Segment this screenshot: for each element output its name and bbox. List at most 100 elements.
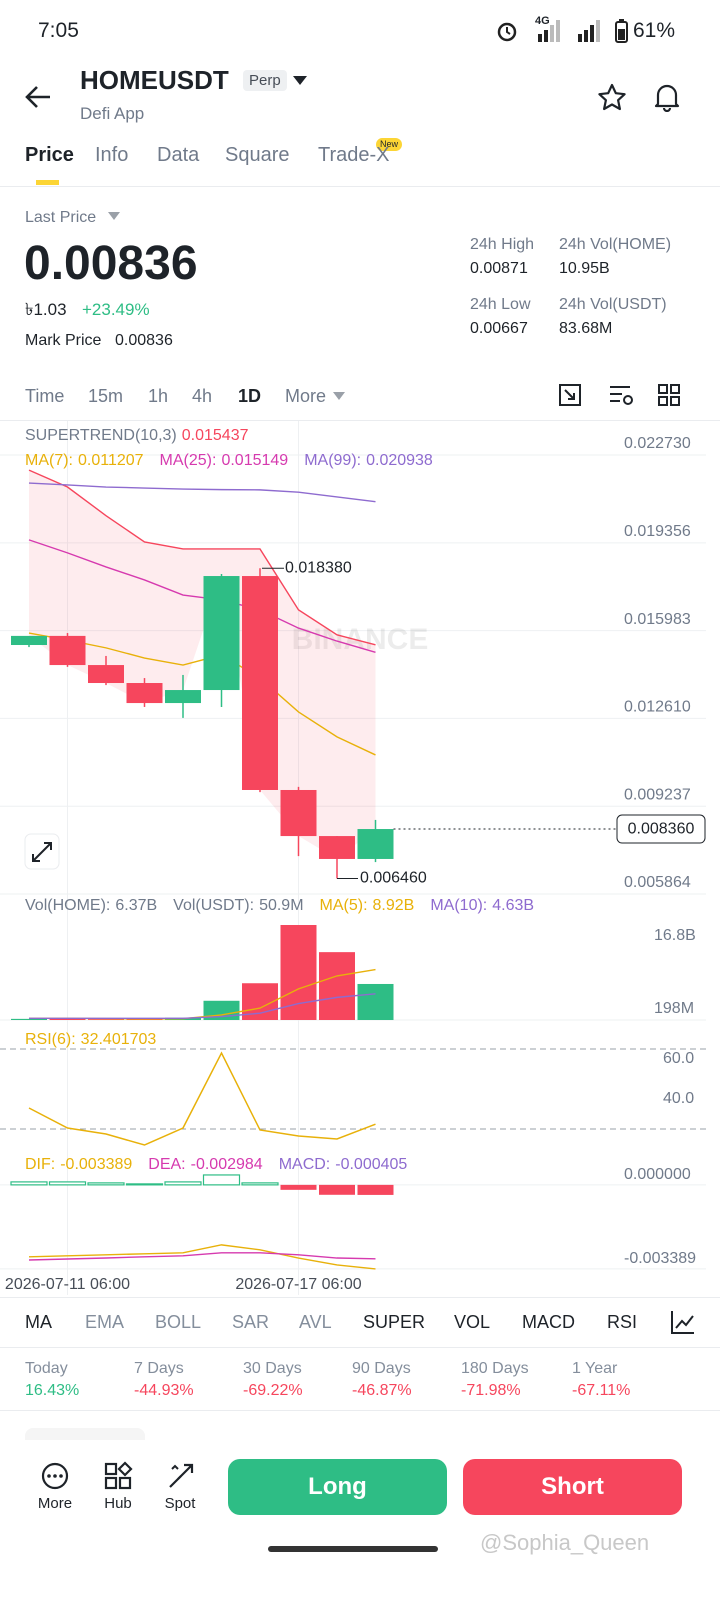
x-tick-label: 2026-07-11 06:00 xyxy=(5,1276,130,1293)
last-price-dropdown[interactable] xyxy=(108,212,120,221)
period-change: -46.87% xyxy=(352,1382,412,1399)
y-tick-label: 0.012610 xyxy=(624,699,691,716)
new-badge: New xyxy=(376,138,403,151)
battery-icon xyxy=(615,19,628,43)
last-price: 0.00836 xyxy=(24,237,198,290)
y-tick-label: 40.0 xyxy=(663,1090,694,1107)
period-change: 16.43% xyxy=(25,1382,80,1399)
macd-bar xyxy=(48,1181,87,1186)
max-label: 0.018380 xyxy=(285,559,352,576)
indicator-tab[interactable]: VOL xyxy=(454,1312,491,1332)
timeframe[interactable]: 4h xyxy=(192,386,213,406)
period-change: -67.11% xyxy=(572,1382,631,1399)
more-icon[interactable] xyxy=(40,1461,70,1491)
indicator-tab[interactable]: SAR xyxy=(232,1312,270,1332)
tab[interactable]: Trade-X xyxy=(318,144,390,166)
chart-tools[interactable] xyxy=(558,383,686,409)
home-indicator xyxy=(268,1546,438,1552)
nav-label[interactable]: More xyxy=(37,1495,73,1512)
divider xyxy=(0,1410,720,1411)
legend-text: 0.020938 xyxy=(366,452,433,469)
stat-label: 24h Vol(USDT) xyxy=(559,296,667,313)
nav-label[interactable]: Spot xyxy=(164,1495,196,1512)
legend-text: MA(25): xyxy=(160,452,217,469)
nav-label[interactable]: Hub xyxy=(104,1495,132,1512)
more-dropdown[interactable] xyxy=(333,392,345,401)
indicator-tab[interactable]: BOLL xyxy=(155,1312,202,1332)
tab[interactable]: Price xyxy=(25,144,74,166)
macd-bar xyxy=(10,1181,48,1186)
battery-level: 61% xyxy=(633,19,676,42)
favorite-button[interactable] xyxy=(597,83,627,111)
period-change: -71.98% xyxy=(461,1382,521,1399)
indicator-tab[interactable]: RSI xyxy=(607,1312,638,1332)
stat-value: 0.00871 xyxy=(470,260,528,277)
last-price-label: Last Price xyxy=(25,209,97,226)
timeframe[interactable]: 15m xyxy=(88,386,124,406)
stat-label: 24h Vol(HOME) xyxy=(559,236,672,253)
legend-text: SUPERTREND(10,3) xyxy=(25,427,177,444)
timeframe[interactable]: 1h xyxy=(148,386,169,406)
legend-text: Vol(HOME): xyxy=(25,897,110,914)
volume-bar xyxy=(280,925,317,1020)
period-change: -44.93% xyxy=(134,1382,194,1399)
stat-value: 83.68M xyxy=(559,320,613,337)
candle-body xyxy=(357,829,394,859)
candle-body xyxy=(165,690,201,704)
macd-bar xyxy=(87,1182,125,1186)
y-tick-label: 60.0 xyxy=(663,1050,694,1067)
volume-bar xyxy=(49,1018,86,1020)
symbol[interactable]: HOMEUSDT xyxy=(80,65,229,95)
legend-text: MA(5): xyxy=(320,897,368,914)
candle-body xyxy=(126,683,163,704)
divider xyxy=(0,420,720,421)
ma-line xyxy=(28,539,376,653)
last-price-box xyxy=(616,814,706,844)
period-label: 30 Days xyxy=(243,1360,302,1377)
candle-body xyxy=(88,665,124,684)
macd-bar xyxy=(202,1174,241,1186)
legend-text: MACD: xyxy=(279,1156,331,1173)
y-tick-label: -0.003389 xyxy=(624,1250,696,1267)
stat-value: 0.00667 xyxy=(470,320,528,337)
indicator-tab[interactable]: MA xyxy=(25,1312,52,1332)
short-button[interactable]: Short xyxy=(463,1459,682,1515)
back-button[interactable] xyxy=(24,84,54,110)
hub-icon[interactable] xyxy=(103,1461,133,1491)
chart-watermark: BINANCE xyxy=(292,623,429,656)
indicator-settings[interactable] xyxy=(670,1309,696,1335)
supertrend-fill xyxy=(29,470,376,859)
legend-text: 0.011207 xyxy=(78,452,144,469)
spot-icon[interactable] xyxy=(166,1461,196,1491)
long-button[interactable]: Long xyxy=(228,1459,447,1515)
candle-body xyxy=(319,836,355,859)
y-tick-label: 0.005864 xyxy=(624,874,691,891)
legend-text: DIF: xyxy=(25,1156,55,1173)
indicator-tab[interactable]: MACD xyxy=(522,1312,575,1332)
tab[interactable]: Square xyxy=(225,144,290,166)
macd-bar xyxy=(280,1184,317,1190)
y-tick-label: 0.019356 xyxy=(624,523,691,540)
legend-text: 4.63B xyxy=(492,897,534,914)
symbol-dropdown[interactable] xyxy=(292,75,308,87)
indicator-tab[interactable]: SUPER xyxy=(363,1312,426,1332)
legend-text: 8.92B xyxy=(373,897,415,914)
indicator-tab[interactable]: AVL xyxy=(299,1312,332,1332)
y-tick-label: 0.022730 xyxy=(624,435,691,452)
timeframe[interactable]: 1D xyxy=(238,386,262,406)
ma-line xyxy=(28,482,376,503)
stat-label: 24h Low xyxy=(470,296,531,313)
y-tick-label: 0.015983 xyxy=(624,611,691,628)
tab[interactable]: Info xyxy=(95,144,129,166)
alert-button[interactable] xyxy=(652,82,682,112)
legend-text: MA(10): xyxy=(430,897,487,914)
legend-text: 0.015149 xyxy=(221,452,288,469)
timeframe[interactable]: More xyxy=(285,386,327,406)
local-price: ৳1.03 xyxy=(25,300,67,319)
indicator-tab[interactable]: EMA xyxy=(85,1312,125,1332)
candle-body xyxy=(280,789,317,837)
macd-bar xyxy=(241,1182,279,1186)
legend-text: -0.000405 xyxy=(335,1156,407,1173)
tab[interactable]: Data xyxy=(157,144,200,166)
dea-line xyxy=(28,1252,376,1261)
